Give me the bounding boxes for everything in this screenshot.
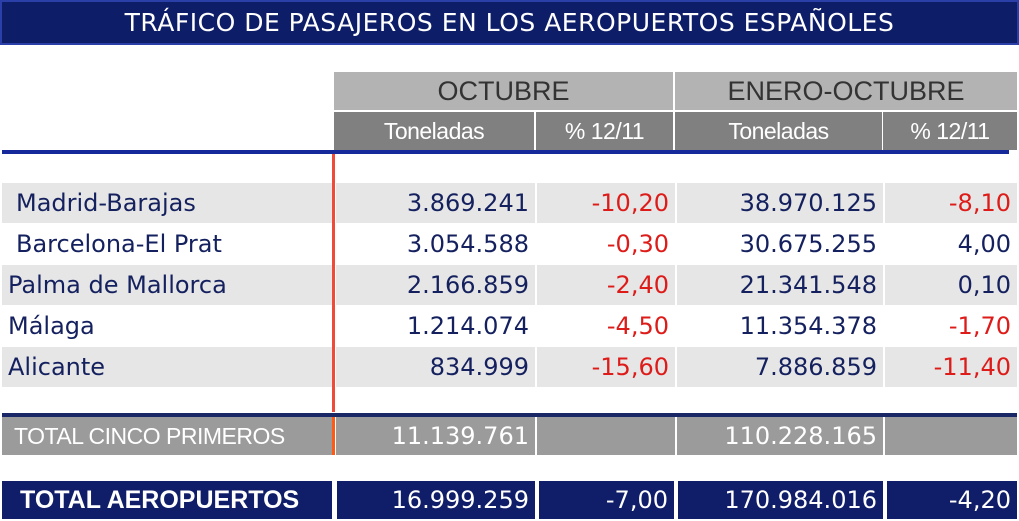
ytd-toneladas: 38.970.125 [677, 183, 883, 223]
subtotal-oct-pct [537, 417, 675, 455]
oct-toneladas: 2.166.859 [336, 265, 535, 305]
total-ytd-pct: -4,20 [887, 481, 1017, 519]
oct-pct-change: -4,50 [606, 312, 669, 340]
ytd-toneladas: 7.886.859 [677, 347, 883, 387]
subtotal-column-divider [332, 417, 335, 455]
ytd-toneladas: 21.341.548 [677, 265, 883, 305]
table-row: Palma de Mallorca 2.166.859 -2,40 21.341… [2, 265, 1017, 305]
header-group-enero-octubre: ENERO-OCTUBRE [675, 72, 1017, 110]
airport-name: Palma de Mallorca [2, 265, 332, 305]
col-header-ytd-toneladas: Toneladas [675, 112, 882, 150]
oct-pct-change: -0,30 [606, 230, 669, 258]
subtotal-ytd-toneladas: 110.228.165 [677, 417, 883, 455]
header-group-octubre: OCTUBRE [334, 72, 673, 110]
ytd-pct-change: -1,70 [948, 312, 1011, 340]
total-oct-toneladas: 16.999.259 [337, 481, 535, 519]
col-header-oct-toneladas: Toneladas [334, 112, 534, 150]
airport-name: Alicante [2, 347, 332, 387]
oct-toneladas: 1.214.074 [406, 312, 529, 340]
total-ytd-toneladas: 170.984.016 [678, 481, 883, 519]
table-row: Barcelona-El Prat 3.054.588 -0,30 30.675… [2, 224, 1017, 264]
oct-pct-change: -15,60 [537, 347, 675, 387]
table-title: TRÁFICO DE PASAJEROS EN LOS AEROPUERTOS … [0, 0, 1019, 45]
ytd-toneladas: 11.354.378 [739, 312, 877, 340]
table-row: Alicante 834.999 -15,60 7.886.859 -11,40 [2, 347, 1017, 387]
ytd-pct-change: -8,10 [885, 183, 1017, 223]
oct-toneladas: 834.999 [336, 347, 535, 387]
oct-pct-change: -2,40 [537, 265, 675, 305]
oct-toneladas: 3.054.588 [406, 230, 529, 258]
oct-toneladas: 3.869.241 [336, 183, 535, 223]
oct-pct-change: -10,20 [537, 183, 675, 223]
label-column-divider [332, 154, 335, 412]
subtotal-oct-toneladas: 11.139.761 [336, 417, 535, 455]
subtotal-label: TOTAL CINCO PRIMEROS [2, 417, 332, 455]
table-row: Madrid-Barajas 3.869.241 -10,20 38.970.1… [2, 183, 1017, 223]
total-oct-pct: -7,00 [539, 481, 674, 519]
airport-name: Málaga [8, 312, 95, 340]
airport-name: Barcelona-El Prat [16, 230, 222, 258]
ytd-pct-change: -11,40 [885, 347, 1017, 387]
subtotal-row: TOTAL CINCO PRIMEROS 11.139.761 110.228.… [2, 417, 1017, 455]
total-row: TOTAL AEROPUERTOS 16.999.259 -7,00 170.9… [2, 481, 1017, 519]
col-header-ytd-pct: % 12/11 [883, 112, 1017, 150]
ytd-pct-change: 0,10 [885, 265, 1017, 305]
ytd-toneladas: 30.675.255 [739, 230, 877, 258]
header-divider [2, 150, 1009, 154]
col-header-oct-pct: % 12/11 [536, 112, 673, 150]
subtotal-ytd-pct [885, 417, 1017, 455]
table-row: Málaga 1.214.074 -4,50 11.354.378 -1,70 [2, 306, 1017, 346]
total-label: TOTAL AEROPUERTOS [2, 481, 332, 519]
ytd-pct-change: 4,00 [957, 230, 1011, 258]
subtotal-divider [2, 413, 1017, 417]
airport-name: Madrid-Barajas [2, 183, 332, 223]
